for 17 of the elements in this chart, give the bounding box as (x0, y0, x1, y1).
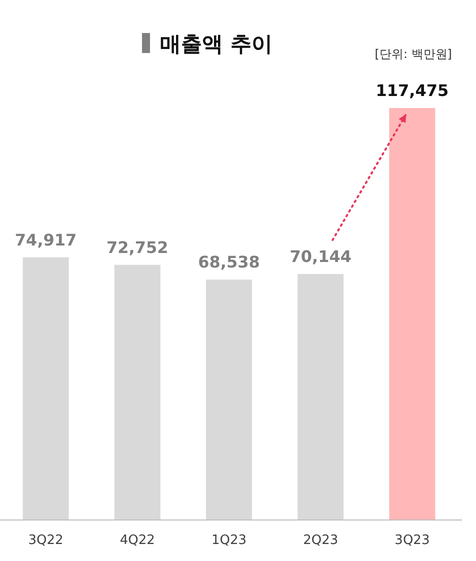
text: [단위: 백만원] (374, 47, 452, 61)
data-label: 70,144 (290, 246, 352, 266)
chart-title: 매출액 추이 (160, 32, 272, 56)
bar (22, 257, 69, 520)
bar (114, 264, 160, 520)
bar (389, 108, 436, 520)
x-tick-label: 2Q23 (303, 533, 338, 548)
bar (206, 280, 252, 520)
data-label: 74,917 (14, 230, 77, 250)
data-label: 68,538 (198, 252, 260, 272)
x-tick-label: 4Q22 (120, 533, 155, 548)
x-tick-label: 1Q23 (211, 533, 247, 548)
bar (298, 274, 344, 520)
data-label: 117,475 (376, 81, 449, 100)
x-tick-label: 3Q23 (394, 533, 430, 548)
data-label: 72,752 (106, 238, 168, 257)
x-tick-label: 3Q22 (28, 533, 64, 548)
